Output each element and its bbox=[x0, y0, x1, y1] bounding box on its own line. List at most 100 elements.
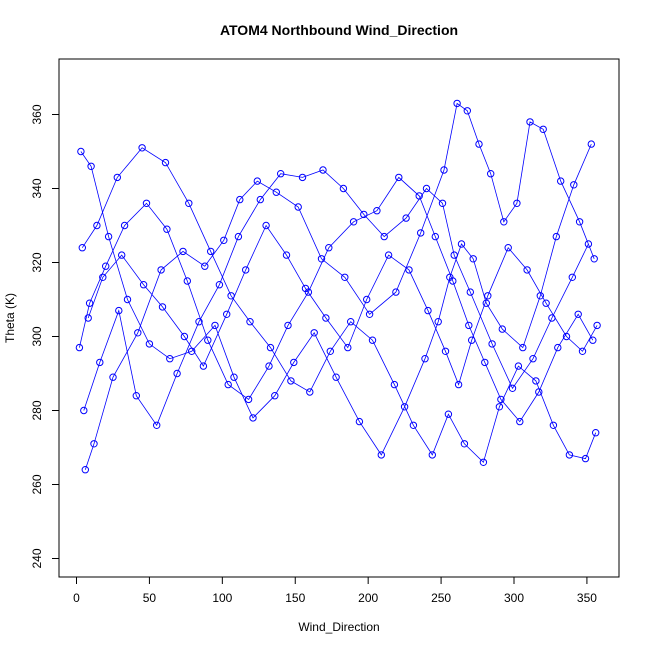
plot-frame bbox=[58, 58, 620, 578]
data-point bbox=[120, 221, 129, 230]
data-point bbox=[284, 321, 292, 330]
data-point bbox=[463, 107, 471, 115]
data-point bbox=[514, 362, 523, 370]
data-point bbox=[415, 192, 423, 200]
x-tick-label: 100 bbox=[212, 591, 232, 605]
data-point bbox=[487, 170, 495, 178]
data-point bbox=[132, 392, 141, 400]
data-point bbox=[592, 429, 600, 437]
data-point bbox=[75, 343, 84, 352]
data-point bbox=[568, 273, 576, 281]
data-point bbox=[431, 232, 439, 241]
data-point bbox=[460, 440, 469, 448]
data-point bbox=[417, 229, 425, 237]
data-point bbox=[199, 362, 208, 370]
data-point bbox=[256, 195, 264, 204]
series-line bbox=[87, 224, 598, 386]
data-point bbox=[262, 221, 270, 230]
plot-area bbox=[75, 99, 601, 474]
data-point bbox=[542, 299, 550, 307]
data-point bbox=[466, 288, 474, 296]
data-point bbox=[277, 170, 285, 178]
data-point bbox=[581, 454, 590, 463]
data-point bbox=[317, 255, 326, 263]
data-point bbox=[123, 295, 132, 304]
data-point bbox=[526, 118, 534, 126]
data-point bbox=[516, 417, 524, 426]
data-point bbox=[173, 369, 181, 378]
data-point bbox=[304, 288, 313, 296]
data-series bbox=[78, 144, 600, 466]
data-point bbox=[282, 251, 291, 259]
data-series bbox=[84, 221, 601, 389]
y-tick-label: 300 bbox=[30, 326, 44, 346]
data-point bbox=[102, 262, 110, 270]
data-point bbox=[422, 184, 431, 193]
data-point bbox=[90, 440, 98, 448]
data-point bbox=[454, 380, 463, 389]
data-point bbox=[402, 214, 410, 222]
data-point bbox=[81, 466, 90, 474]
data-point bbox=[457, 240, 466, 248]
data-point bbox=[434, 318, 442, 326]
data-point bbox=[363, 295, 371, 304]
data-point bbox=[271, 392, 279, 400]
y-tick-label: 360 bbox=[30, 104, 44, 124]
data-point bbox=[578, 347, 587, 355]
data-point bbox=[424, 306, 432, 315]
data-point bbox=[145, 340, 154, 348]
data-point bbox=[587, 140, 595, 148]
data-point bbox=[575, 218, 584, 226]
data-point bbox=[220, 236, 228, 245]
data-point bbox=[249, 414, 257, 422]
x-tick-label: 0 bbox=[73, 591, 80, 605]
data-point bbox=[158, 303, 167, 311]
data-point bbox=[484, 292, 492, 300]
data-point bbox=[207, 247, 215, 256]
data-point bbox=[204, 336, 212, 344]
x-tick-label: 300 bbox=[504, 591, 524, 605]
data-point bbox=[185, 199, 193, 208]
data-point bbox=[532, 377, 540, 385]
data-point bbox=[488, 340, 496, 348]
data-point bbox=[392, 288, 400, 296]
data-point bbox=[552, 232, 560, 241]
data-point bbox=[96, 358, 104, 367]
data-point bbox=[195, 318, 203, 326]
data-point bbox=[287, 377, 295, 385]
data-point bbox=[570, 181, 578, 189]
data-point bbox=[139, 281, 148, 289]
x-axis-label: Wind_Direction bbox=[298, 620, 379, 634]
data-point bbox=[332, 373, 340, 381]
data-series bbox=[75, 173, 597, 426]
data-point bbox=[85, 299, 94, 307]
data-point bbox=[266, 343, 275, 352]
data-point bbox=[234, 232, 243, 241]
data-point bbox=[529, 355, 537, 363]
data-point bbox=[390, 380, 399, 389]
data-point bbox=[504, 244, 512, 252]
data-point bbox=[495, 403, 504, 411]
data-point bbox=[236, 195, 244, 204]
data-point bbox=[134, 329, 142, 337]
data-point bbox=[163, 225, 171, 233]
data-point bbox=[80, 406, 88, 415]
data-point bbox=[223, 310, 231, 318]
data-point bbox=[465, 321, 473, 330]
data-point bbox=[590, 255, 598, 263]
data-point bbox=[253, 177, 261, 185]
y-tick-label: 280 bbox=[30, 400, 44, 420]
x-tick-label: 350 bbox=[577, 591, 597, 605]
data-point bbox=[113, 173, 122, 182]
data-point bbox=[115, 306, 123, 315]
data-point bbox=[498, 325, 506, 333]
data-point bbox=[557, 177, 565, 185]
data-point bbox=[549, 421, 558, 429]
data-point bbox=[84, 314, 92, 322]
data-point bbox=[109, 373, 117, 381]
data-point bbox=[497, 395, 505, 404]
data-point bbox=[441, 347, 450, 355]
x-tick-label: 50 bbox=[143, 591, 157, 605]
data-point bbox=[344, 343, 352, 352]
